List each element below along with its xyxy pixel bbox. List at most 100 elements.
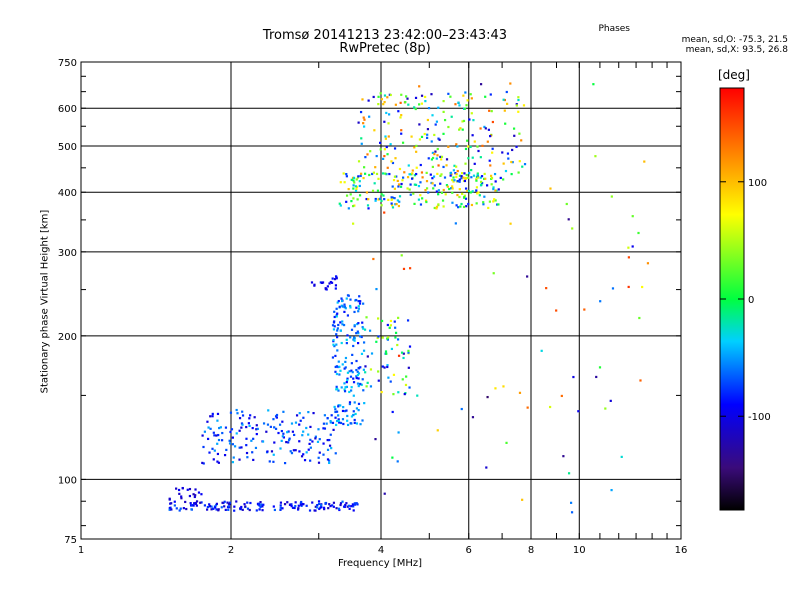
data-point [382, 103, 385, 106]
data-point [355, 368, 358, 372]
data-point [300, 500, 303, 504]
data-point [467, 145, 470, 148]
data-point [191, 504, 194, 507]
data-point [352, 197, 355, 200]
data-point [360, 383, 363, 386]
data-point [380, 98, 384, 101]
data-point [599, 300, 602, 303]
data-point [323, 427, 327, 430]
data-point [386, 364, 389, 367]
data-point [454, 103, 457, 106]
data-point [297, 507, 300, 510]
data-point [358, 302, 362, 305]
data-point [262, 422, 266, 425]
data-point [465, 104, 468, 107]
data-point [451, 201, 454, 204]
data-point [353, 339, 356, 342]
data-point [366, 153, 369, 156]
data-point [397, 110, 400, 113]
data-point [357, 175, 360, 178]
data-point [383, 366, 386, 369]
data-point [436, 429, 439, 432]
data-point [330, 447, 333, 450]
data-point [279, 447, 282, 450]
data-point [379, 148, 382, 151]
data-point [503, 109, 506, 112]
data-point [249, 501, 252, 505]
data-point [361, 419, 364, 422]
data-point [497, 203, 500, 206]
data-point [269, 425, 272, 428]
data-point [175, 507, 178, 510]
data-point [390, 160, 393, 163]
data-point [348, 402, 351, 406]
data-point [241, 414, 245, 417]
data-point [334, 452, 337, 455]
data-point [490, 183, 493, 186]
data-point [337, 360, 340, 363]
data-point [396, 199, 399, 202]
data-point [436, 147, 439, 151]
data-point [610, 195, 613, 198]
data-point [520, 139, 523, 142]
data-point [389, 324, 392, 327]
data-point [429, 173, 432, 176]
data-point [501, 151, 504, 154]
data-point [383, 211, 386, 214]
data-point [352, 338, 355, 341]
data-point [353, 502, 356, 505]
data-point [343, 310, 346, 313]
data-point [363, 166, 366, 169]
data-point [325, 422, 328, 425]
data-point [367, 99, 370, 102]
data-point [421, 197, 424, 200]
data-point [382, 194, 385, 197]
data-point [331, 277, 334, 280]
data-point [398, 167, 402, 171]
data-point [279, 506, 282, 509]
data-point [223, 505, 226, 508]
data-point [303, 459, 307, 462]
data-point [322, 453, 325, 456]
data-point [394, 326, 397, 329]
data-point [317, 428, 320, 431]
data-point [549, 187, 552, 190]
data-point [476, 172, 479, 175]
data-point [376, 189, 380, 192]
data-point [345, 381, 348, 384]
data-point [449, 174, 452, 177]
data-point [461, 192, 464, 195]
data-point [330, 414, 333, 417]
data-point [336, 301, 339, 304]
data-point [406, 319, 410, 322]
data-point [388, 172, 391, 176]
data-point [426, 136, 429, 139]
data-point [570, 511, 574, 514]
data-point [300, 455, 304, 458]
data-point [440, 191, 444, 194]
data-point [262, 503, 265, 506]
data-point [208, 505, 211, 508]
data-point [316, 506, 319, 509]
data-point [456, 169, 459, 173]
data-point [317, 500, 321, 503]
data-point [460, 172, 464, 175]
data-point [380, 390, 383, 394]
data-point [483, 172, 486, 176]
data-point [467, 202, 470, 206]
data-point [357, 305, 360, 308]
data-point [488, 200, 491, 203]
data-point [235, 500, 238, 503]
data-point [352, 394, 355, 397]
data-point [431, 156, 435, 160]
data-point [400, 93, 403, 96]
data-point [415, 166, 418, 169]
data-point [352, 413, 355, 417]
data-point [226, 501, 229, 504]
data-point [215, 434, 218, 437]
data-point [332, 428, 335, 431]
data-point [385, 145, 388, 149]
data-point [357, 377, 360, 380]
data-point [462, 205, 466, 209]
data-point [473, 140, 476, 143]
